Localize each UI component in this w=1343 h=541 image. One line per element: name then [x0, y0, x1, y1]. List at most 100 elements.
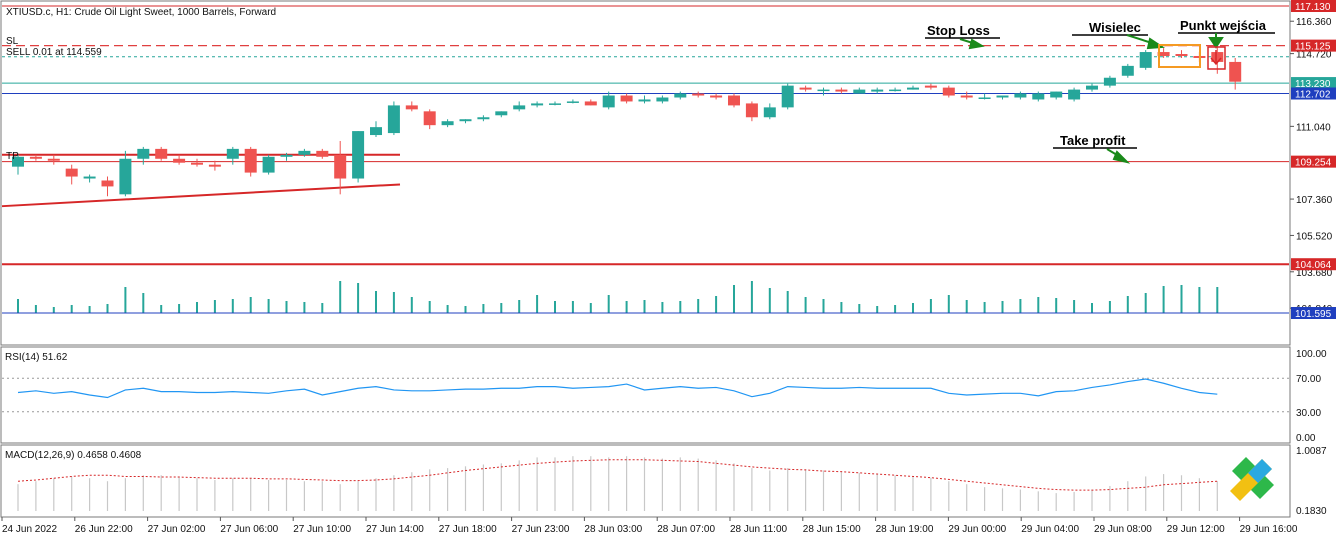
candle-body — [924, 85, 937, 88]
volume-bar — [840, 302, 843, 313]
time-tick-label: 27 Jun 06:00 — [220, 524, 278, 535]
rsi-label: RSI(14) 51.62 — [5, 352, 68, 363]
time-tick-label: 29 Jun 04:00 — [1021, 524, 1079, 535]
volume-bar — [1198, 287, 1201, 313]
candle-body — [495, 111, 508, 116]
price-tag-label: 115.125 — [1295, 42, 1331, 53]
candle-body — [781, 85, 794, 108]
candle-body — [65, 168, 78, 177]
candle-body — [1103, 77, 1116, 86]
price-tick-label: 103.680 — [1296, 268, 1333, 279]
candle-body — [459, 119, 472, 122]
volume-bar — [17, 299, 19, 313]
volume-bar — [786, 291, 789, 313]
candle-body — [871, 89, 884, 92]
time-tick-label: 28 Jun 19:00 — [876, 524, 934, 535]
price-tick-label: 107.360 — [1296, 195, 1333, 206]
candles — [12, 46, 1242, 197]
volume-bar — [894, 305, 897, 313]
candle-body — [441, 121, 454, 126]
volume-bar — [249, 297, 252, 313]
candle-body — [1086, 85, 1098, 90]
order-label: SELL 0.01 at 114.559 — [6, 47, 102, 58]
candle-body — [101, 180, 114, 187]
candle-body — [334, 154, 347, 179]
time-tick-label: 29 Jun 00:00 — [948, 524, 1006, 535]
volume-bar — [715, 296, 718, 313]
volume-bar — [947, 295, 950, 313]
macd-panel — [0, 444, 1291, 518]
price-tag-label: 117.130 — [1295, 2, 1331, 13]
volume-bar — [392, 292, 395, 313]
time-tick-label: 26 Jun 22:00 — [75, 524, 133, 535]
time-tick-label: 28 Jun 07:00 — [657, 524, 715, 535]
volume-bar — [554, 301, 556, 313]
candle-body — [208, 164, 221, 167]
take-profit-annotation: Take profit — [1060, 133, 1126, 148]
volume-bar — [464, 306, 467, 313]
volume-bar — [733, 285, 735, 313]
price-tag — [1291, 155, 1336, 168]
candle-body — [531, 103, 544, 106]
volume-bar — [285, 301, 288, 313]
price-tag-label: 104.064 — [1295, 260, 1332, 271]
volume-bar — [178, 304, 181, 313]
volume-bar — [34, 305, 37, 313]
main-panel — [0, 0, 1291, 346]
volume-bar — [643, 300, 646, 313]
price-tag-label: 109.254 — [1295, 158, 1332, 169]
candle-body — [513, 105, 526, 110]
volume-bar — [607, 295, 610, 313]
volume-bar — [876, 306, 879, 313]
candle-body — [387, 105, 400, 134]
candle-body — [12, 156, 24, 167]
price-tag-label: 113.230 — [1295, 79, 1331, 90]
candle-body — [29, 156, 42, 159]
volume-bar — [768, 288, 771, 313]
hanging-man-annotation: Wisielec — [1089, 20, 1141, 35]
volume-bar — [697, 299, 700, 313]
candle-body — [602, 95, 615, 108]
candle-body — [405, 105, 418, 110]
candle-body — [692, 93, 705, 96]
rsi-tick-label: 30.00 — [1296, 408, 1321, 419]
volume-bar — [679, 301, 682, 313]
volume-bar — [983, 302, 986, 313]
volume-bar — [518, 300, 521, 313]
volume-bar — [1144, 293, 1147, 313]
macd-label: MACD(12,26,9) 0.4658 0.4608 — [5, 450, 142, 461]
time-tick-label: 27 Jun 23:00 — [512, 524, 570, 535]
volume-bar — [106, 304, 109, 313]
candle-body — [978, 97, 991, 99]
volume-bar — [482, 304, 485, 313]
candle-body — [656, 97, 669, 102]
candle-body — [960, 95, 973, 98]
volume-bar — [321, 303, 324, 313]
candle-body — [996, 95, 1009, 98]
volume-bar — [661, 302, 664, 313]
candle-body — [763, 107, 776, 118]
volume-bar — [912, 303, 914, 313]
candle-body — [853, 89, 866, 94]
candle-body — [47, 158, 60, 161]
candle-body — [1068, 89, 1081, 100]
volume-bar — [1019, 299, 1022, 313]
macd-signal-line — [17, 459, 1218, 491]
candle-body — [620, 95, 633, 102]
price-tag-label: 112.702 — [1295, 90, 1331, 101]
tp-label: TP — [6, 151, 19, 162]
volume-bars — [17, 281, 1219, 313]
candle-body — [137, 148, 150, 159]
time-tick-label: 27 Jun 02:00 — [148, 524, 206, 535]
candle-body — [298, 150, 311, 155]
time-tick-label: 29 Jun 16:00 — [1240, 524, 1298, 535]
volume-bar — [750, 281, 753, 313]
volume-bar — [822, 299, 825, 313]
volume-bar — [88, 306, 91, 313]
candle-body — [1014, 93, 1027, 98]
candle-body — [1032, 93, 1045, 100]
macd-series — [17, 456, 1218, 511]
volume-bar — [52, 307, 55, 313]
